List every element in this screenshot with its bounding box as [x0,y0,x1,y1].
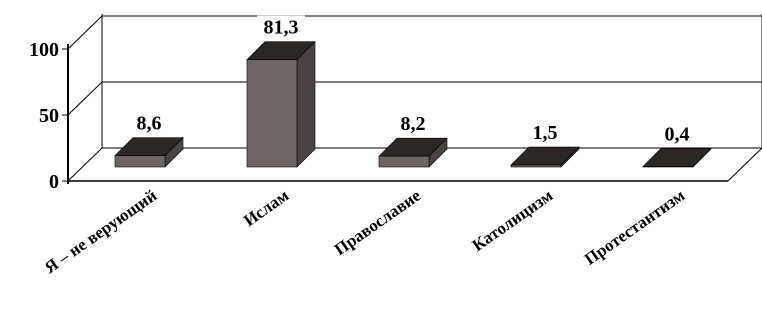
gridline [67,15,762,50]
bar-front [246,59,298,168]
data-label-bg [257,15,305,38]
bar-top [642,148,712,167]
data-label-bg [125,111,173,134]
bar-front [378,155,430,168]
bar-front [510,164,562,168]
bar [642,147,712,168]
bar-top [510,146,580,166]
category-label: Католицизм [469,185,557,255]
category-label: Протестантизм [581,185,689,268]
bar [510,146,580,168]
data-label-bg [389,112,437,135]
bar [378,137,448,168]
bar [246,40,316,168]
axes [62,14,728,184]
bars [114,40,712,168]
category-label: Ислам [240,185,293,230]
data-label: 8,6 [137,113,162,135]
gridline [67,81,762,116]
data-label: 0,4 [665,123,690,145]
data-label-bg [653,122,701,145]
data-label-bg [521,121,569,144]
bar-front [642,166,694,168]
bar-side [296,40,316,168]
category-label: Я – не верующий [41,186,160,278]
y-tick-label: 50 [39,105,59,127]
bar-front [114,155,166,168]
y-tick-label: 100 [29,39,59,61]
gridlines [67,15,762,116]
y-tick-label: 0 [49,171,59,193]
data-label: 81,3 [264,17,299,39]
data-label: 1,5 [533,122,558,144]
bar [114,136,184,168]
data-label: 8,2 [401,113,426,135]
category-label: Православие [331,185,425,259]
